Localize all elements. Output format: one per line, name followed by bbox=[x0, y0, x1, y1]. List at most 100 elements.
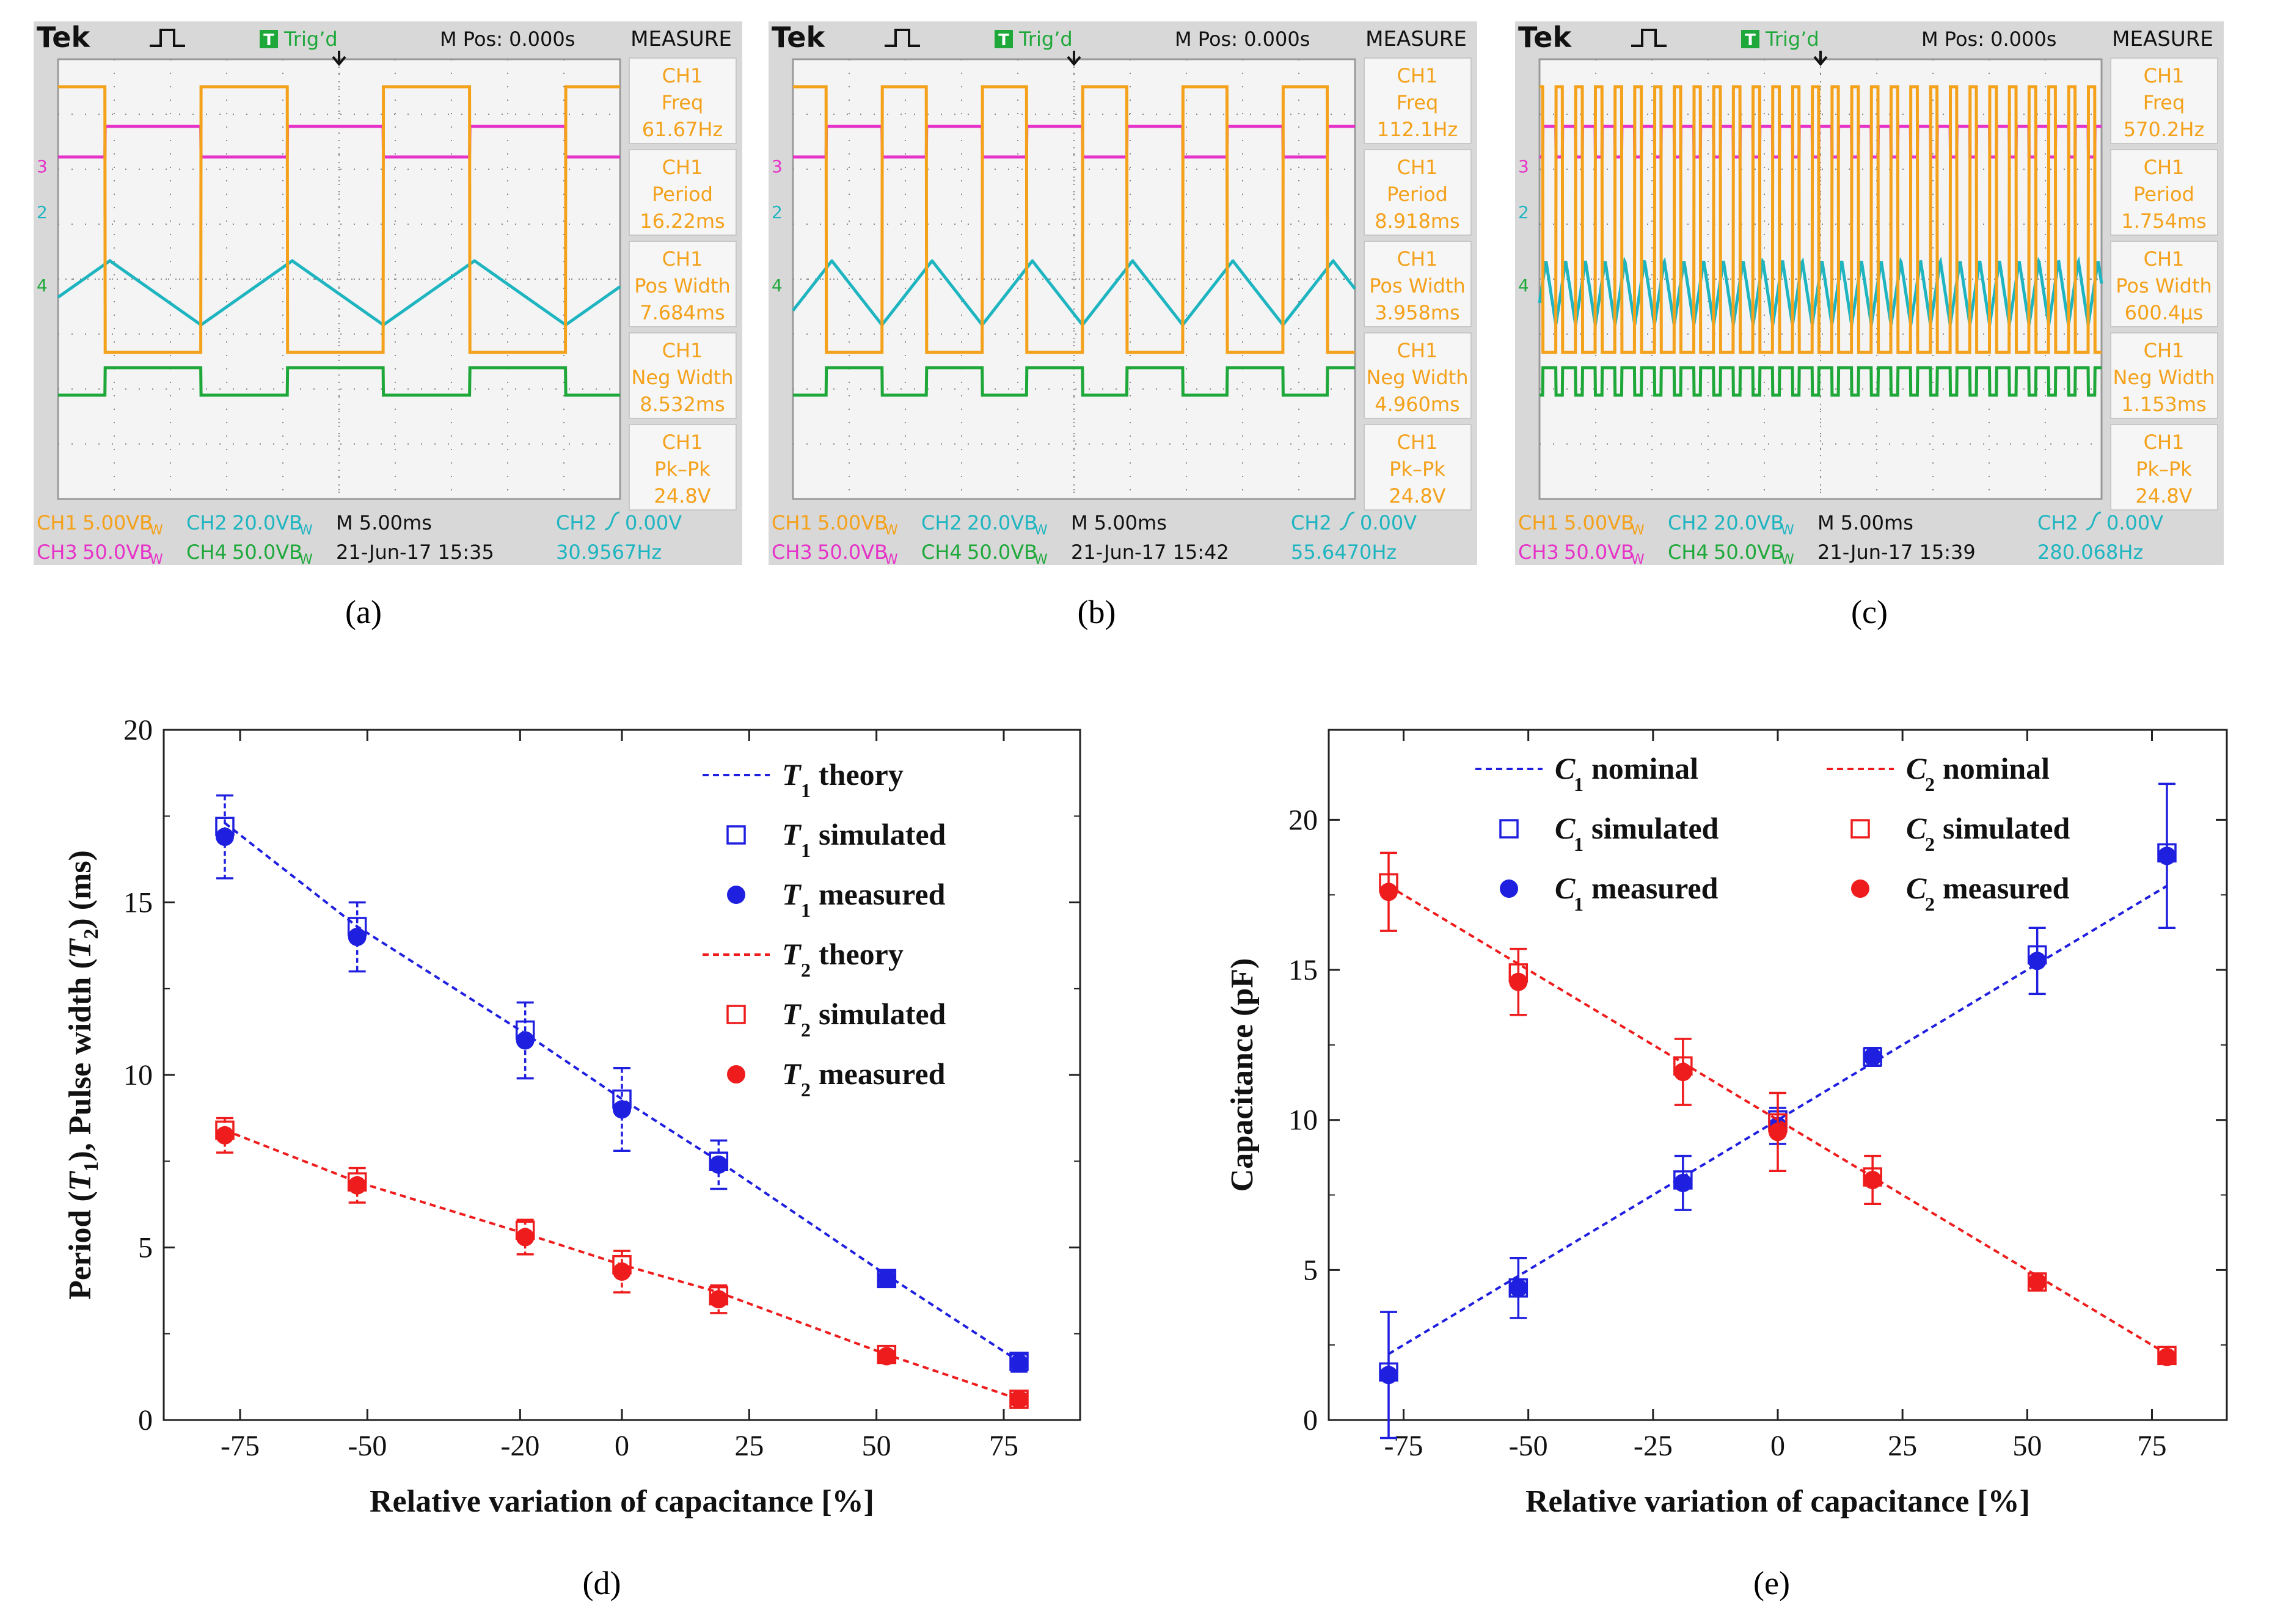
y-tick-label: 20 bbox=[1288, 804, 1318, 836]
ch4-bw: W bbox=[1781, 552, 1794, 567]
x-tick-label: 0 bbox=[1770, 1430, 1785, 1462]
ch4-marker: 4 bbox=[772, 275, 783, 296]
ch1-scale-label: CH1 bbox=[772, 511, 813, 534]
ch2-scale: 20.0VB bbox=[1714, 511, 1784, 534]
x-tick-label: 50 bbox=[862, 1430, 891, 1462]
measure-param: Pos Width bbox=[1369, 274, 1466, 297]
trigger-level: 0.00V bbox=[2106, 511, 2163, 534]
ch4-scale-label: CH4 bbox=[1668, 541, 1709, 564]
measure-channel: CH1 bbox=[2144, 339, 2185, 362]
measure-box bbox=[629, 149, 737, 236]
measure-box bbox=[2110, 424, 2218, 511]
ch2-scale-label: CH2 bbox=[1668, 511, 1709, 534]
trigger-badge-letter: T bbox=[263, 31, 274, 49]
legend-subscript: 2 bbox=[1925, 893, 1935, 915]
x-tick-label: -25 bbox=[1634, 1430, 1673, 1462]
measure-value: 8.918ms bbox=[1375, 209, 1459, 233]
ch2-bw: W bbox=[1781, 523, 1794, 538]
measure-value: 570.2Hz bbox=[2124, 118, 2204, 141]
legend-variable: T bbox=[782, 877, 802, 911]
legend-variable: T bbox=[782, 817, 802, 851]
ch1-waveform bbox=[58, 85, 620, 354]
legend-square-swatch bbox=[1850, 819, 1870, 839]
x-tick-label: 75 bbox=[2138, 1430, 2167, 1462]
ch2-scale: 20.0VB bbox=[967, 511, 1037, 534]
measure-title: MEASURE bbox=[2112, 27, 2213, 51]
x-tick-label: 50 bbox=[2012, 1430, 2042, 1462]
legend-text: nominal bbox=[1591, 751, 1698, 785]
y-tick-label: 15 bbox=[1288, 954, 1318, 986]
series-c2-measured bbox=[1379, 851, 2176, 1366]
ch1-waveform bbox=[793, 85, 1355, 354]
ch2-marker: 2 bbox=[37, 202, 48, 222]
trigger-position-icon bbox=[1813, 51, 1828, 67]
measured-point bbox=[1673, 1173, 1692, 1192]
measure-value: 3.958ms bbox=[1375, 301, 1459, 324]
measured-point bbox=[348, 1176, 367, 1195]
legend-variable: T bbox=[782, 757, 802, 792]
legend-subscript: 2 bbox=[801, 1079, 811, 1101]
series-c1-measured bbox=[1379, 782, 2176, 1440]
ch2-marker: 2 bbox=[772, 202, 783, 222]
trigger-state: Trig’d bbox=[283, 27, 338, 51]
oscilloscope-panels: Tek T Trig’d M Pos: 0.000s MEASURE CH1 Freq 61.… bbox=[34, 21, 2224, 567]
ch3-marker: 3 bbox=[1518, 156, 1529, 177]
y-tick-label: 0 bbox=[138, 1404, 153, 1436]
ch1-waveform bbox=[1540, 85, 2102, 354]
x-tick-label: -50 bbox=[1509, 1430, 1548, 1462]
measure-value: 112.1Hz bbox=[1377, 118, 1458, 141]
measure-param: Neg Width bbox=[2113, 366, 2215, 389]
ch1-scale: 5.00VB bbox=[817, 511, 888, 534]
y-axis-label: Period (T1), Pulse width (T2) (ms) bbox=[63, 850, 103, 1300]
date-stamp: 21-Jun-17 15:42 bbox=[1071, 541, 1229, 564]
legend-text: theory bbox=[819, 937, 904, 971]
trigger-source: CH2 bbox=[2037, 511, 2078, 534]
measure-param: Freq bbox=[2143, 91, 2185, 114]
y-tick-label: 15 bbox=[123, 887, 153, 919]
measure-value: 24.8V bbox=[1389, 484, 1445, 508]
measure-value: 16.22ms bbox=[640, 209, 725, 233]
trigger-level: 0.00V bbox=[1360, 511, 1417, 534]
measure-box bbox=[629, 57, 737, 144]
ch2-marker: 2 bbox=[1518, 202, 1529, 222]
measure-value: 24.8V bbox=[654, 484, 710, 508]
measure-param: Neg Width bbox=[1366, 366, 1468, 389]
measure-channel: CH1 bbox=[2144, 247, 2185, 271]
series-t2-measured bbox=[216, 1116, 1028, 1409]
tek-brand: Tek bbox=[37, 21, 90, 54]
ch2-waveform bbox=[57, 258, 621, 327]
ch4-waveform bbox=[58, 366, 620, 397]
legend-text: simulated bbox=[1591, 811, 1719, 845]
ch1-scale-label: CH1 bbox=[1518, 511, 1559, 534]
legend-circle-swatch bbox=[727, 886, 745, 904]
measure-channel: CH1 bbox=[662, 64, 703, 87]
trigger-source: CH2 bbox=[1291, 511, 1332, 534]
legend-circle-swatch bbox=[727, 1065, 745, 1083]
date-stamp: 21-Jun-17 15:35 bbox=[336, 541, 494, 564]
measured-point bbox=[216, 828, 234, 847]
measure-box bbox=[1364, 57, 1472, 144]
measure-value: 7.684ms bbox=[640, 301, 725, 324]
ch4-scale-label: CH4 bbox=[921, 541, 962, 564]
y-tick-label: 10 bbox=[1288, 1104, 1318, 1137]
tek-brand: Tek bbox=[1518, 21, 1572, 54]
measure-box bbox=[1364, 332, 1472, 419]
legend-variable: T bbox=[782, 937, 802, 971]
caption-b: (b) bbox=[1078, 594, 1116, 630]
measured-point bbox=[613, 1100, 631, 1119]
measured-point bbox=[1379, 1366, 1398, 1385]
measured-point bbox=[1863, 1170, 1882, 1189]
ch3-scale-label: CH3 bbox=[1518, 541, 1559, 564]
legend-variable: C bbox=[1555, 871, 1576, 905]
scope-panel-b: Tek T Trig’d M Pos: 0.000s MEASURE CH1 Freq 112… bbox=[769, 21, 1477, 567]
measure-box bbox=[1364, 241, 1472, 327]
measure-value: 1.153ms bbox=[2121, 393, 2206, 416]
legend-subscript: 2 bbox=[1925, 773, 1935, 795]
legend-variable: C bbox=[1555, 811, 1576, 845]
legend-circle-swatch bbox=[1500, 879, 1518, 898]
measure-value: 4.960ms bbox=[1375, 393, 1459, 416]
ch1-scale: 5.00VB bbox=[1564, 511, 1634, 534]
measure-channel: CH1 bbox=[662, 339, 703, 362]
legend-subscript: 1 bbox=[1574, 773, 1583, 795]
measure-param: Period bbox=[652, 183, 713, 206]
